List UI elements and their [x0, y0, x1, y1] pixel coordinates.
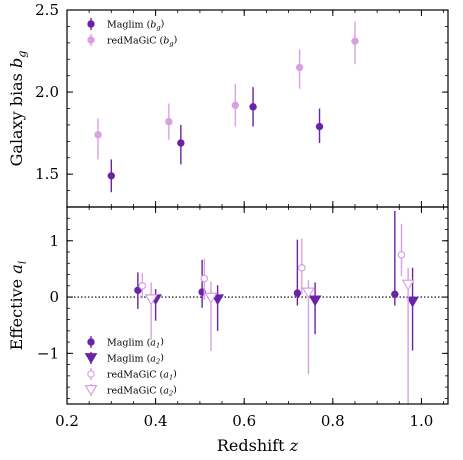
- data-point: [177, 139, 185, 147]
- legend-label: Maglim (a1​): [107, 337, 164, 350]
- x-tick-label: 0.2: [55, 412, 79, 430]
- y-tick-label: 0: [49, 288, 59, 306]
- y-tick-label: 2.5: [35, 1, 59, 19]
- data-point: [94, 131, 102, 139]
- legend-item: redMaGiC (bg​): [87, 34, 177, 48]
- data-point: [107, 172, 116, 180]
- legend-item: Maglim (a1​): [87, 336, 164, 350]
- legend-marker: [87, 36, 95, 44]
- series-0: [107, 87, 324, 193]
- data-point: [200, 274, 209, 283]
- legend-marker: [84, 353, 98, 364]
- x-axis-label: Redshift z: [217, 436, 299, 455]
- data-point: [301, 287, 315, 299]
- x-tick-label: 1.0: [409, 412, 433, 430]
- x-tick-label: 0.6: [232, 412, 256, 430]
- data-point: [308, 295, 322, 307]
- y-tick-label: 1.5: [35, 165, 59, 183]
- data-point: [231, 101, 240, 109]
- data-point: [138, 281, 147, 290]
- top-legend: Maglim (bg​) redMaGiC (bg​): [87, 18, 177, 48]
- y-tick-label: 1: [49, 232, 59, 250]
- data-point: [315, 122, 324, 131]
- data-point: [165, 117, 173, 126]
- data-point: [293, 289, 302, 297]
- data-point: [351, 37, 359, 45]
- top-panel: 1.5 2.0 2.5: [35, 1, 449, 208]
- legend-marker: [84, 385, 98, 397]
- legend-item: Maglim (a2​): [84, 352, 164, 366]
- data-point: [144, 294, 158, 306]
- legend-label: redMaGiC (a1​): [107, 369, 177, 382]
- legend-marker: [87, 20, 95, 28]
- data-point: [134, 286, 142, 295]
- x-tick-label: 0.4: [144, 412, 168, 430]
- legend-label: Maglim (bg​): [107, 19, 164, 32]
- series-1: [94, 21, 359, 160]
- data-point: [211, 294, 225, 306]
- bottom-legend: Maglim (a1​) Maglim (a2​) redMaGiC (a1​) re…: [84, 336, 177, 398]
- data-point: [406, 296, 419, 308]
- data-point: [391, 290, 399, 298]
- bottom-panel: −1 0 1: [37, 206, 449, 405]
- data-point: [204, 292, 218, 304]
- panel-frame: [66, 206, 449, 405]
- bottom-y-axis-label: Effective ai​: [7, 260, 28, 350]
- x-axis: 0.2 0.4 0.6 0.8 1.0: [55, 412, 433, 430]
- legend-marker: [87, 338, 95, 346]
- legend-item: Maglim (bg​): [87, 18, 164, 32]
- legend-label: Maglim (a2​): [107, 353, 164, 366]
- data-point: [249, 103, 257, 111]
- legend-item: redMaGiC (a1​): [87, 368, 177, 382]
- x-tick-label: 0.8: [321, 412, 345, 430]
- legend-label: redMaGiC (a2​): [107, 385, 177, 398]
- data-point: [401, 279, 415, 291]
- series-0: [134, 210, 399, 309]
- y-tick-label: −1: [37, 344, 59, 362]
- series-1: [149, 267, 419, 351]
- series-2: [138, 223, 406, 300]
- y-tick-label: 2.0: [35, 83, 59, 101]
- data-point: [298, 263, 306, 272]
- series-3: [144, 267, 415, 404]
- legend-label: redMaGiC (bg​): [107, 35, 177, 48]
- data-point: [397, 251, 406, 259]
- legend-marker: [87, 370, 95, 378]
- legend-item: redMaGiC (a2​): [84, 384, 177, 398]
- top-y-axis-label: Galaxy bias bg​: [7, 51, 28, 167]
- data-point: [295, 63, 304, 72]
